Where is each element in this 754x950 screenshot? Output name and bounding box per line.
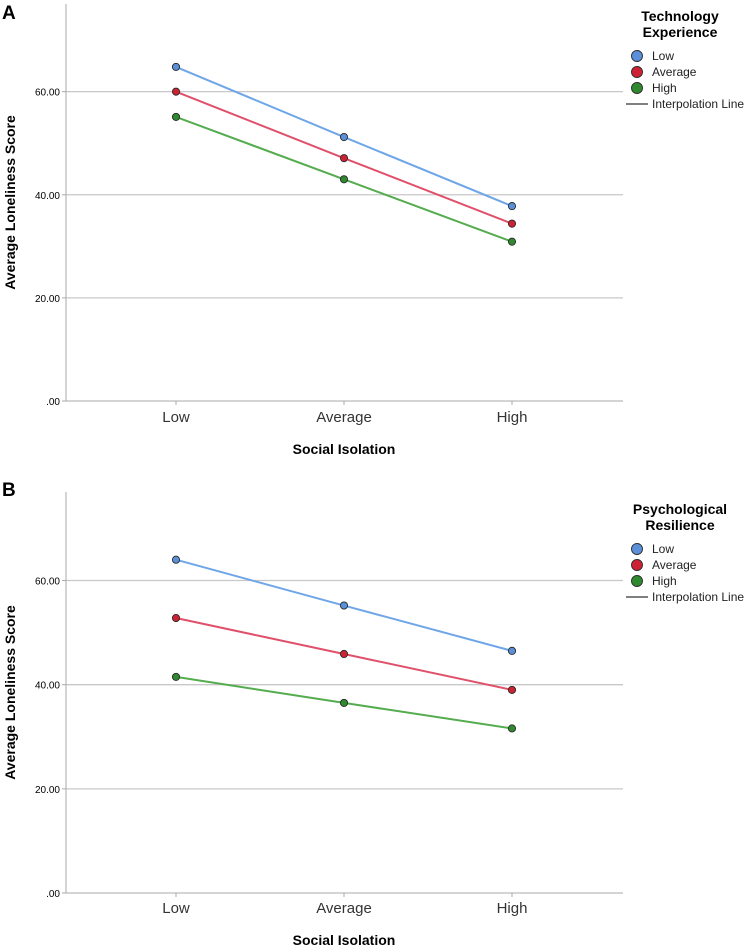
legend-label: Low: [652, 542, 674, 556]
y-tick-label: 40.00: [35, 191, 60, 202]
data-point-low: [339, 132, 349, 142]
data-point-low: [171, 62, 181, 71]
data-point-high: [507, 237, 517, 246]
legend-title: Psychological: [633, 501, 727, 517]
legend-label: Average: [652, 65, 697, 79]
legend-marker-low: [631, 543, 643, 555]
y-axis-title: Average Loneliness Score: [2, 605, 18, 780]
y-tick-label: 40.00: [35, 681, 60, 692]
legend-label: Average: [652, 558, 697, 572]
panel-label: B: [2, 480, 16, 501]
data-point-high: [339, 698, 349, 707]
y-tick-label: 60.00: [35, 577, 60, 588]
data-point-high: [171, 112, 181, 121]
x-axis-title: Social Isolation: [293, 932, 396, 948]
data-point-average: [171, 613, 181, 623]
panel-label: A: [2, 3, 16, 24]
x-tick-label: Low: [162, 409, 190, 426]
y-tick-label: 20.00: [35, 294, 60, 305]
chart-panel-a: A .00 20.00 40.00 60.00 Low Average High Social …: [2, 3, 744, 457]
x-tick-label: High: [497, 900, 528, 917]
chart-panel-b: B .00 20.00 40.00 60.00 Low Average High Social …: [2, 480, 744, 948]
legend-label: Interpolation Line: [652, 97, 744, 111]
legend-marker-average: [631, 66, 643, 78]
data-point-average: [339, 649, 349, 659]
y-tick-label: .00: [46, 889, 60, 900]
x-tick-label: Low: [162, 900, 190, 917]
data-point-high: [171, 672, 181, 681]
y-tick-label: .00: [46, 397, 60, 408]
legend-marker-low: [631, 50, 643, 62]
y-axis-title: Average Loneliness Score: [2, 115, 18, 290]
data-point-average: [171, 87, 181, 96]
data-point-average: [507, 219, 517, 228]
legend-label: High: [652, 574, 677, 588]
legend-title: Experience: [643, 24, 718, 40]
legend-label: Low: [652, 49, 674, 63]
data-point-low: [339, 601, 349, 610]
x-tick-label: Average: [316, 409, 372, 426]
x-axis-title: Social Isolation: [293, 441, 396, 457]
data-point-high: [507, 724, 517, 733]
legend-label: Interpolation Line: [652, 590, 744, 604]
legend-marker-average: [631, 559, 643, 571]
x-tick-label: Average: [316, 900, 372, 917]
data-point-low: [507, 202, 517, 211]
y-tick-label: 20.00: [35, 785, 60, 796]
y-tick-label: 60.00: [35, 88, 60, 99]
data-point-average: [339, 154, 349, 163]
data-point-high: [339, 175, 349, 184]
legend-marker-high: [631, 82, 643, 94]
data-point-low: [507, 646, 517, 655]
legend-label: High: [652, 81, 677, 95]
legend-title: Technology: [641, 8, 719, 24]
legend-marker-high: [631, 575, 643, 587]
legend-title: Resilience: [645, 517, 714, 533]
x-tick-label: High: [497, 409, 528, 426]
data-point-low: [171, 555, 181, 564]
data-point-average: [507, 685, 517, 694]
